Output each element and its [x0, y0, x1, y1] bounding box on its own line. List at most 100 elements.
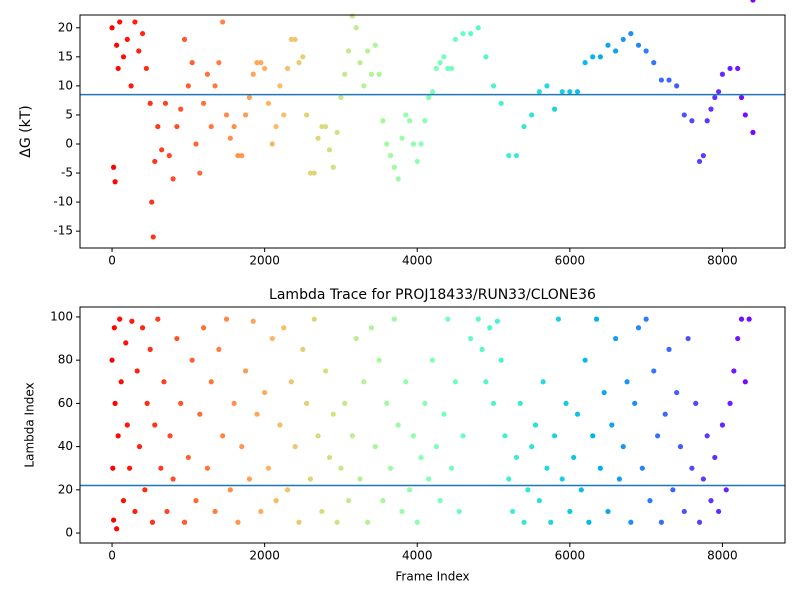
data-point	[712, 454, 718, 461]
data-point	[571, 454, 577, 461]
data-point	[345, 48, 352, 54]
y-tick-label: 0	[65, 136, 73, 150]
data-point	[117, 19, 123, 25]
data-point	[330, 411, 336, 417]
data-point	[216, 60, 222, 66]
data-point	[674, 83, 680, 89]
data-point	[548, 519, 554, 525]
data-point	[597, 465, 603, 471]
data-point	[620, 444, 626, 450]
data-point	[139, 30, 146, 37]
data-point	[426, 94, 432, 101]
data-point	[403, 112, 409, 118]
y-axis-label: Lambda Index	[23, 382, 37, 467]
data-point	[242, 368, 249, 374]
data-point	[235, 519, 241, 525]
data-point	[613, 48, 619, 54]
data-point	[284, 487, 291, 493]
data-point	[445, 65, 451, 72]
y-tick-label: 20	[58, 20, 73, 34]
data-point	[353, 335, 359, 342]
data-point	[174, 123, 180, 130]
data-point	[716, 89, 722, 95]
data-point	[311, 170, 317, 176]
data-point	[365, 48, 371, 54]
data-point	[536, 89, 542, 95]
data-point	[167, 433, 173, 439]
data-point	[437, 60, 443, 66]
data-point	[124, 36, 130, 43]
data-point	[227, 135, 233, 141]
data-point	[326, 147, 333, 153]
data-point	[273, 498, 279, 504]
data-point	[152, 422, 158, 428]
data-point	[197, 170, 203, 176]
data-point	[647, 498, 653, 504]
data-point	[662, 411, 668, 417]
data-point	[716, 508, 722, 515]
y-tick-label: 0	[65, 526, 73, 540]
data-point	[114, 526, 120, 532]
data-point	[239, 444, 245, 450]
data-point	[235, 153, 241, 159]
data-point	[498, 357, 504, 363]
data-point	[136, 48, 142, 54]
data-point	[265, 465, 272, 471]
data-point	[735, 65, 741, 72]
data-point	[529, 112, 535, 118]
x-tick-label: 4000	[402, 549, 433, 563]
data-point	[681, 508, 687, 515]
data-point	[178, 400, 184, 406]
data-point	[635, 42, 642, 48]
data-point	[689, 465, 695, 471]
data-point	[605, 508, 611, 515]
data-point	[387, 465, 394, 471]
data-point	[110, 517, 117, 523]
data-point	[544, 83, 550, 89]
data-point	[700, 153, 706, 159]
data-point	[129, 318, 135, 324]
data-point	[532, 422, 539, 428]
data-point	[112, 179, 118, 185]
data-point	[727, 400, 733, 406]
data-point	[132, 19, 138, 25]
data-point	[193, 498, 199, 504]
data-point	[708, 498, 714, 504]
data-point	[574, 411, 581, 417]
data-point	[693, 400, 699, 406]
chart-title: Lambda Trace for PROJ18433/RUN33/CLONE36	[269, 287, 596, 303]
data-point	[666, 77, 672, 83]
data-point	[540, 379, 546, 385]
data-point	[134, 368, 140, 374]
data-point	[582, 60, 588, 66]
data-point	[185, 454, 191, 461]
data-point	[704, 433, 710, 439]
data-point	[170, 476, 176, 482]
data-point	[338, 94, 344, 101]
data-point	[258, 508, 264, 515]
data-point	[142, 487, 148, 493]
data-point	[380, 118, 386, 124]
x-tick-label: 0	[108, 254, 116, 268]
data-point	[155, 123, 161, 130]
data-point	[110, 465, 116, 471]
data-point	[265, 100, 272, 106]
data-point	[197, 411, 203, 417]
data-point	[696, 158, 703, 165]
data-point	[216, 346, 222, 352]
data-point	[559, 89, 565, 95]
data-point	[315, 135, 321, 141]
data-point	[149, 519, 156, 525]
data-point	[120, 54, 127, 60]
data-point	[372, 42, 378, 48]
data-point	[246, 94, 252, 101]
data-point	[170, 176, 176, 182]
data-point	[605, 42, 611, 48]
data-point	[311, 316, 317, 322]
x-tick-label: 6000	[555, 549, 586, 563]
data-point	[403, 379, 409, 385]
data-point	[281, 112, 287, 118]
data-point	[563, 400, 569, 406]
data-point	[536, 498, 542, 504]
data-point	[123, 340, 129, 346]
